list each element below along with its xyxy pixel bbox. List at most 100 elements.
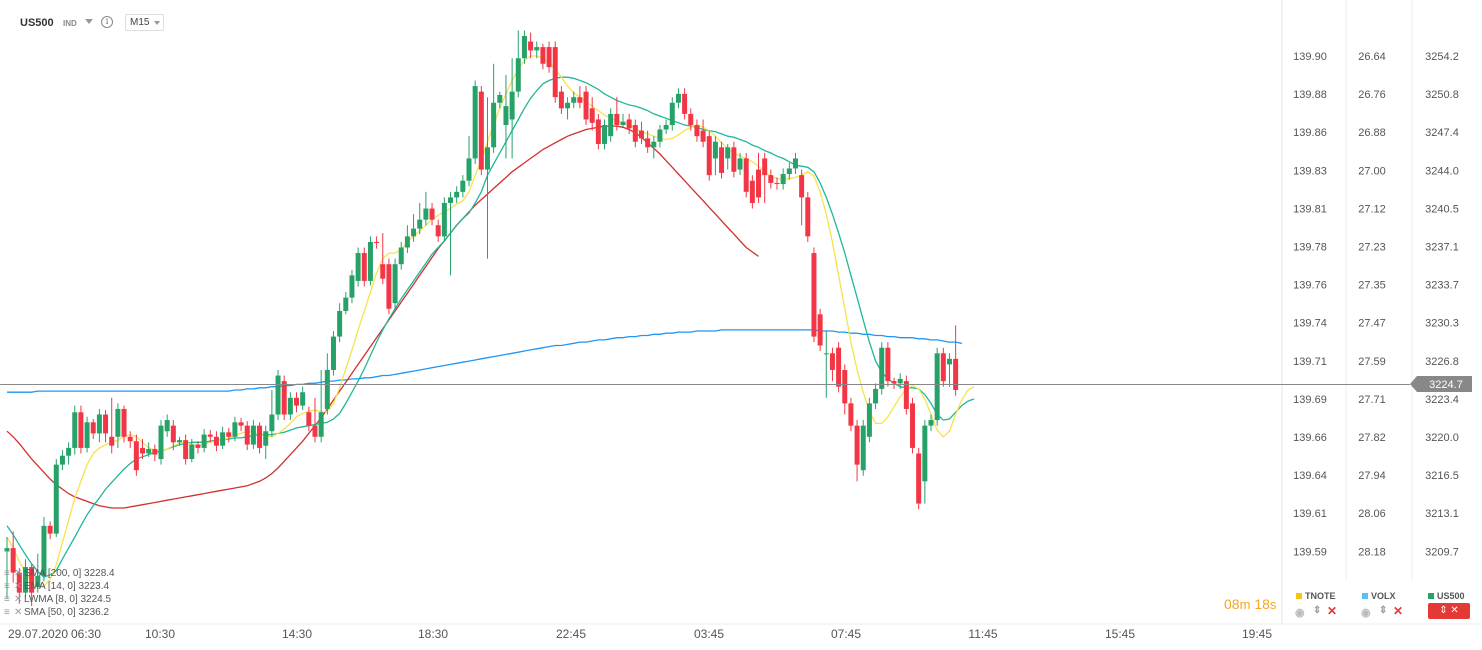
symbol-tab-us500[interactable]: US500 xyxy=(1424,590,1482,620)
eye-icon[interactable]: ◉ xyxy=(1295,607,1305,619)
candle xyxy=(626,113,632,134)
candle-body xyxy=(90,422,96,434)
y-axis-labels: 139.90 139.88 139.86 139.83 139.81 139.78 139.… xyxy=(1293,51,1459,558)
candle-body xyxy=(84,422,90,448)
candle-body xyxy=(725,147,731,159)
candle xyxy=(441,197,447,242)
legend-row-lwma8[interactable]: ≡ ✕ LWMA [8, 0] 3224.5 xyxy=(4,593,115,606)
candle xyxy=(367,236,373,286)
legend-row-sma200[interactable]: ≡ ✕ SMA [200, 0] 3228.4 xyxy=(4,567,115,580)
sort-arrows-icon[interactable]: ⇕ xyxy=(1379,605,1388,616)
legend-row-sma50[interactable]: ≡ ✕ SMA [50, 0] 3236.2 xyxy=(4,606,115,619)
candle xyxy=(275,369,281,421)
candle-body xyxy=(29,567,35,593)
candle-body xyxy=(35,575,41,588)
drag-handle-icon[interactable]: ≡ xyxy=(4,568,10,579)
candle-body xyxy=(811,253,817,337)
drag-handle-icon[interactable]: ≡ xyxy=(4,581,10,592)
candle-body xyxy=(312,425,318,437)
candle xyxy=(719,141,725,179)
candle-body xyxy=(515,58,521,92)
candle-body xyxy=(719,147,725,173)
candle xyxy=(540,43,546,70)
candle-body xyxy=(521,35,527,59)
candle-body xyxy=(374,241,380,244)
y-tick-label: 139.88 xyxy=(1293,89,1327,101)
candle-body xyxy=(423,208,429,220)
y-tick-label: 139.83 xyxy=(1293,165,1327,177)
legend-text: LWMA [8, 0] 3224.5 xyxy=(24,594,112,605)
candle-body xyxy=(355,253,361,281)
y-tick-label: 27.23 xyxy=(1358,242,1386,254)
candle-body xyxy=(4,548,10,552)
ema14-line xyxy=(6,76,975,578)
candle xyxy=(4,536,10,599)
candle-body xyxy=(928,420,934,426)
candle xyxy=(35,553,41,593)
x-axis-labels: 29.07.2020 06:30 10:30 14:30 18:30 22:45 03:45… xyxy=(8,627,1272,641)
symbol-name[interactable]: US500 xyxy=(20,17,54,29)
drag-handle-icon[interactable]: ≡ xyxy=(4,607,10,618)
candle-body xyxy=(226,432,232,437)
candle xyxy=(768,169,774,189)
candle xyxy=(306,406,312,432)
candle xyxy=(429,202,435,226)
candle-body xyxy=(503,106,509,126)
candle-body xyxy=(497,94,503,103)
candle xyxy=(250,420,256,450)
symbol-dropdown-icon[interactable] xyxy=(85,19,93,24)
candle-body xyxy=(213,436,219,446)
close-icon[interactable]: ✕ xyxy=(1327,604,1338,618)
x-tick-label: 11:45 xyxy=(968,627,997,641)
candle xyxy=(454,186,460,203)
x-tick-label: 29.07.2020 xyxy=(8,627,68,641)
remove-indicator-icon[interactable]: ✕ xyxy=(14,594,23,605)
candle-body xyxy=(164,420,170,432)
timeframe-select[interactable]: M15 xyxy=(125,14,165,31)
candle-body xyxy=(115,408,121,437)
candle xyxy=(392,258,398,309)
candle xyxy=(207,430,213,443)
remove-indicator-icon[interactable]: ✕ xyxy=(14,581,23,592)
remove-indicator-icon[interactable]: ✕ xyxy=(14,568,23,579)
candle-body xyxy=(540,47,546,64)
candle xyxy=(521,30,527,64)
candle-body xyxy=(72,412,78,448)
candle-body xyxy=(595,119,601,144)
y-tick-label: 27.12 xyxy=(1358,203,1386,215)
candle xyxy=(558,86,564,114)
axis-lines xyxy=(0,0,1482,625)
drag-handle-icon[interactable]: ≡ xyxy=(4,594,10,605)
candle xyxy=(583,86,589,126)
sort-arrows-icon[interactable]: ⇕ xyxy=(1313,605,1322,616)
candle-body xyxy=(263,431,269,446)
candle xyxy=(133,434,139,476)
sort-arrows-active-button[interactable]: ⇕ ✕ xyxy=(1428,603,1470,619)
candle xyxy=(922,420,928,504)
asset-class-label: IND xyxy=(63,19,77,28)
candle xyxy=(96,408,102,443)
candle-body xyxy=(792,158,798,169)
candle-body xyxy=(269,414,275,432)
candle xyxy=(823,331,829,398)
chart-header: US500 IND i M15 xyxy=(0,0,1280,44)
remove-indicator-icon[interactable]: ✕ xyxy=(14,607,23,618)
symbol-tab-tnote[interactable]: TNOTE ◉ ⇕ ✕ xyxy=(1292,590,1352,620)
candle-body xyxy=(626,119,632,129)
candle-body xyxy=(201,434,207,448)
candle xyxy=(552,41,558,103)
candle-body xyxy=(207,434,213,437)
candle-body xyxy=(300,392,306,406)
candle xyxy=(688,108,694,131)
candle-body xyxy=(891,381,897,384)
eye-icon[interactable]: ◉ xyxy=(1361,607,1371,619)
symbol-tab-volx[interactable]: VOLX ◉ ⇕ ✕ xyxy=(1358,590,1418,620)
legend-row-ema14[interactable]: ≡ ✕ EMA [14, 0] 3223.4 xyxy=(4,580,115,593)
info-icon[interactable]: i xyxy=(101,16,113,28)
candle-body xyxy=(484,147,490,170)
close-icon[interactable]: ✕ xyxy=(1393,604,1404,618)
candle xyxy=(213,431,219,452)
candle xyxy=(503,74,509,159)
candle xyxy=(694,119,700,142)
